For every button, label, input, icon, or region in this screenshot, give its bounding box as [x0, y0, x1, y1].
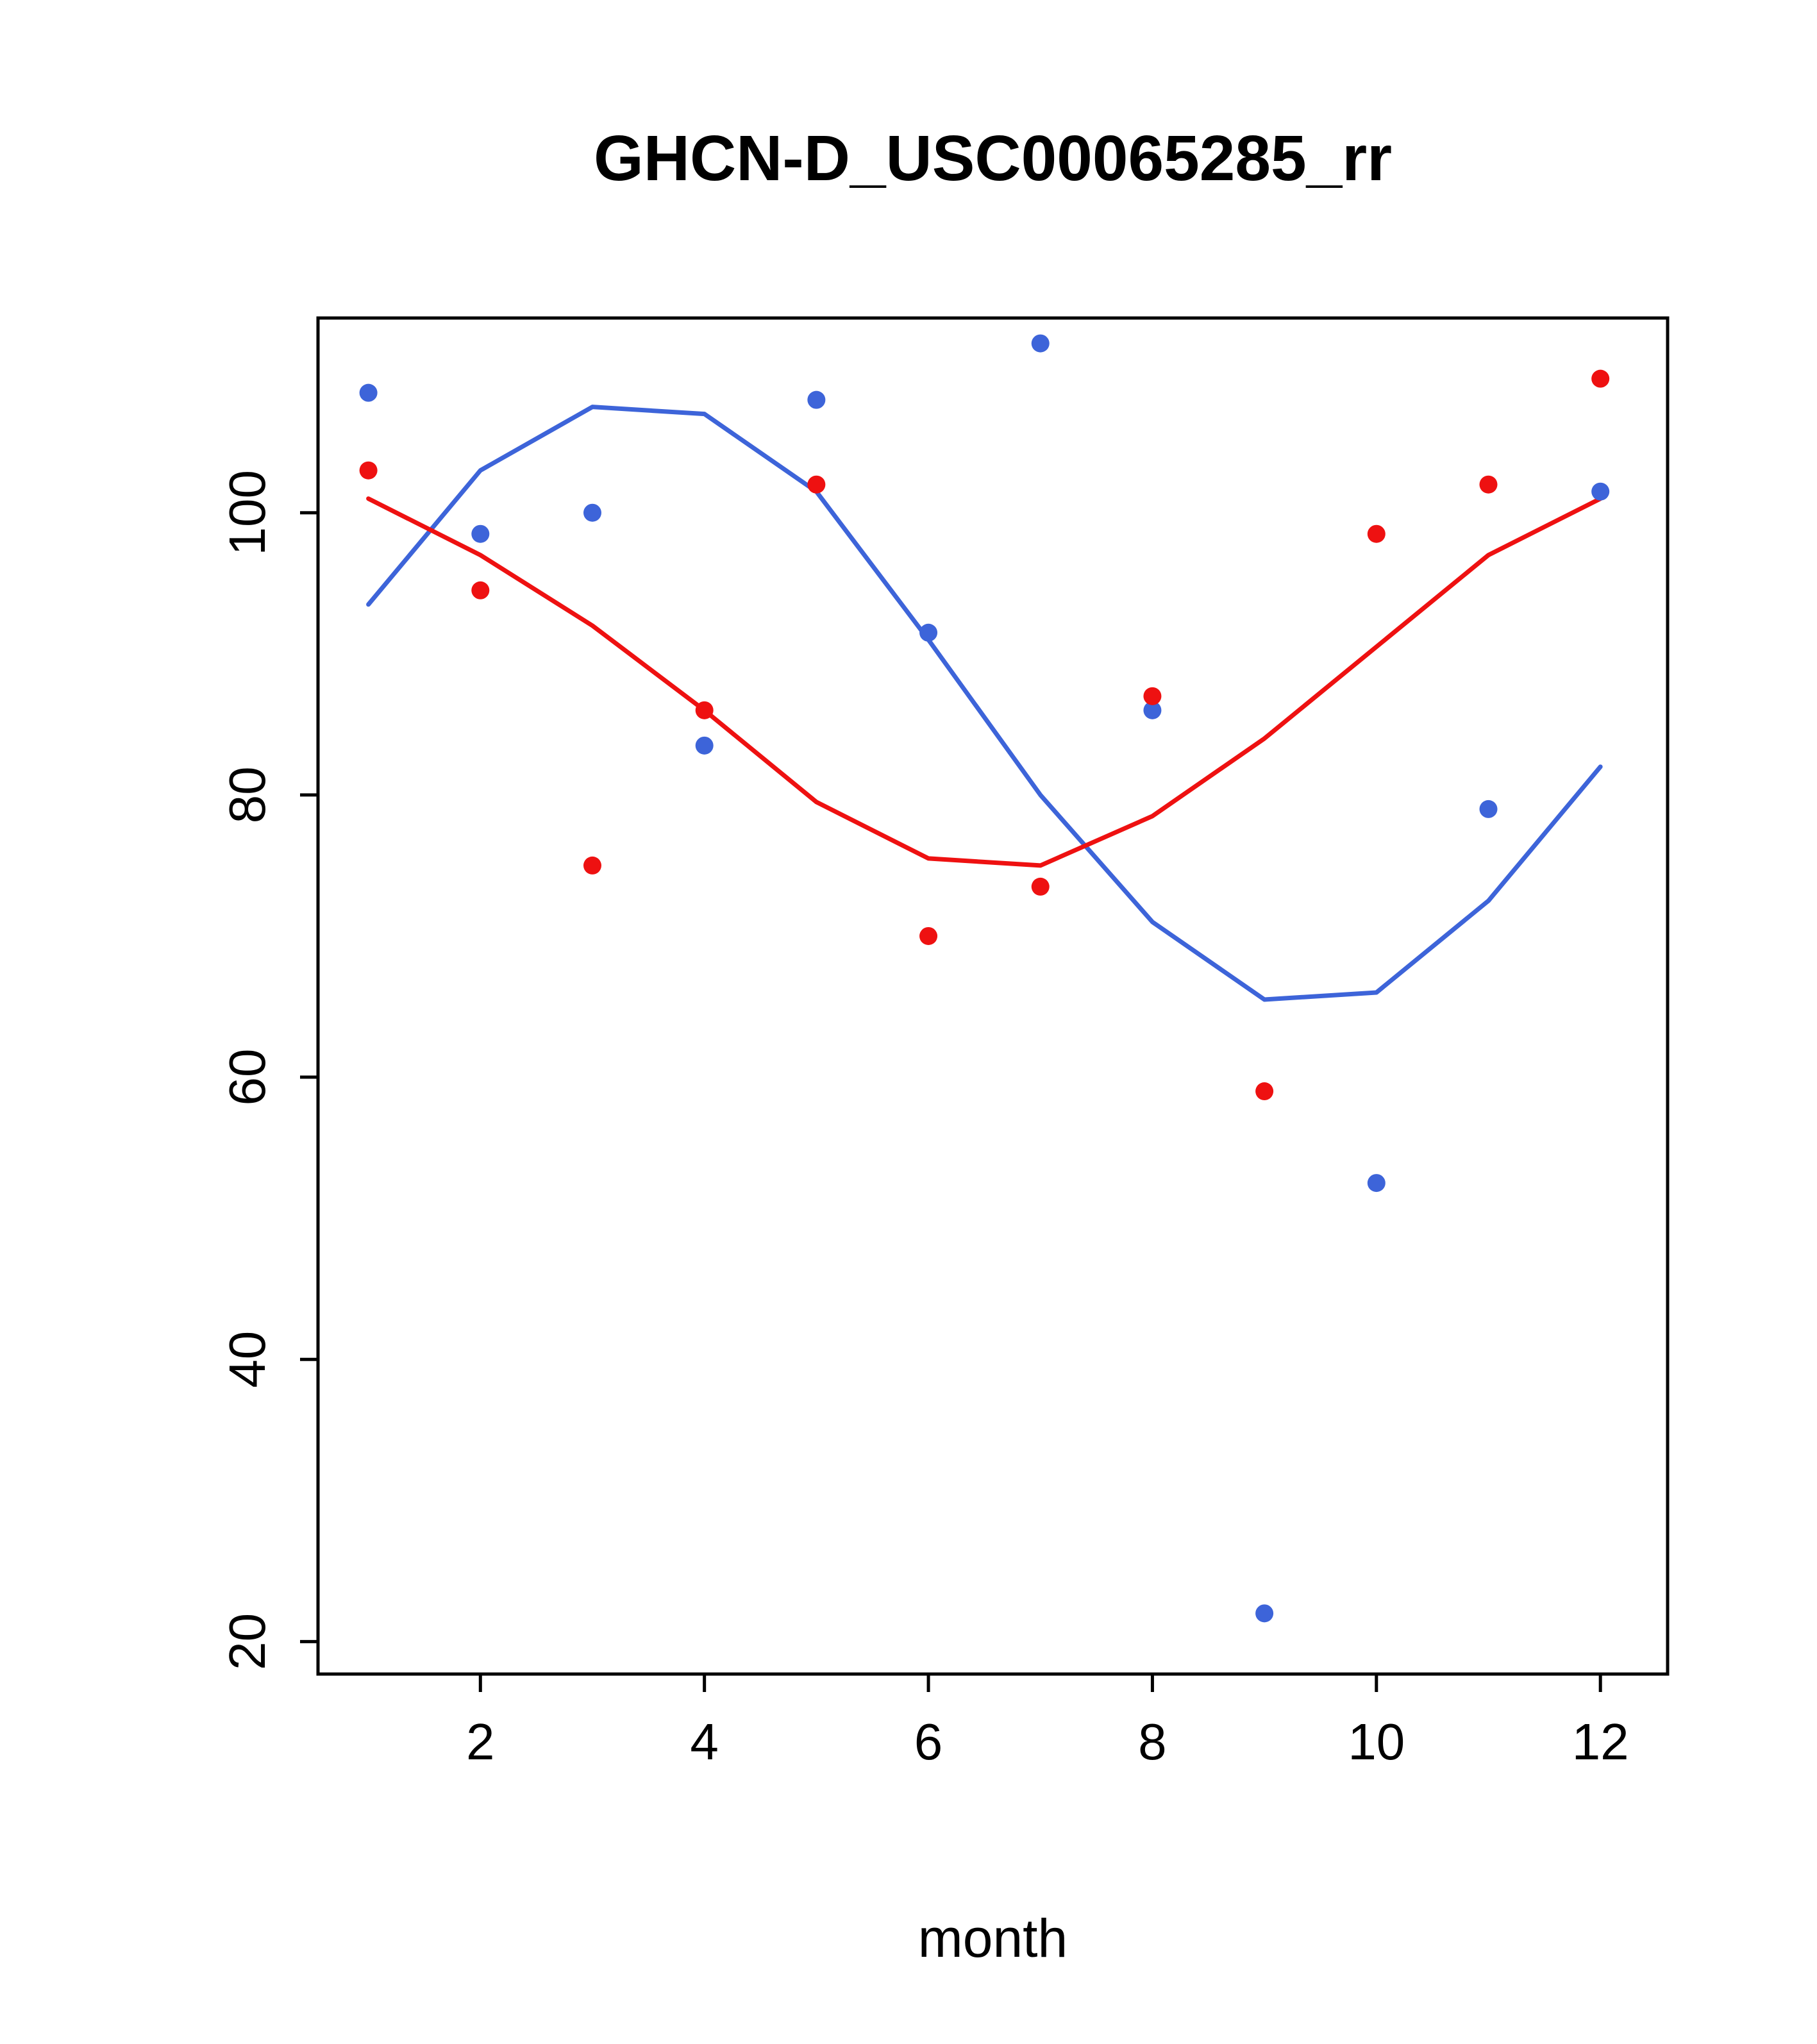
blue-points-marker [1031, 334, 1050, 353]
blue-points-marker [1143, 701, 1162, 719]
blue-points-marker [583, 503, 601, 522]
red-points-marker [359, 461, 378, 480]
red-points-marker [1479, 475, 1498, 494]
blue-points-marker [1367, 1174, 1386, 1193]
red-points-marker [1143, 687, 1162, 705]
x-tick-label: 4 [690, 1713, 719, 1770]
blue-smooth-line [366, 405, 1603, 1002]
red-smooth-line [366, 496, 1603, 868]
chart-title: GHCN-D_USC00065285_rr [593, 122, 1393, 194]
red-points-marker [695, 701, 714, 719]
x-tick-label: 6 [914, 1713, 943, 1770]
y-tick-label: 20 [219, 1613, 276, 1670]
red-points-marker [1031, 877, 1050, 896]
x-tick-label: 12 [1572, 1713, 1629, 1770]
red-points-marker [807, 475, 826, 494]
plot-border [316, 316, 1670, 1676]
red-points-marker [1255, 1082, 1274, 1101]
blue-points-marker [359, 383, 378, 402]
x-tick-label: 2 [466, 1713, 495, 1770]
red-points-marker [1367, 524, 1386, 543]
red-points-marker [919, 926, 938, 945]
y-tick-label: 60 [219, 1049, 276, 1106]
blue-points-marker [919, 623, 938, 642]
y-tick-label: 40 [219, 1331, 276, 1388]
blue-points-marker [807, 390, 826, 409]
x-tick-label: 10 [1348, 1713, 1405, 1770]
y-tick-label: 100 [219, 470, 276, 555]
blue-points-marker [471, 524, 490, 543]
red-points-marker [583, 856, 601, 875]
red-points-marker [1591, 369, 1610, 388]
x-axis-title: month [917, 1908, 1068, 1968]
y-tick-label: 80 [219, 766, 276, 823]
blue-points-marker [1591, 482, 1610, 501]
blue-points-marker [1255, 1604, 1274, 1623]
x-tick-label: 8 [1138, 1713, 1167, 1770]
blue-points-marker [1479, 800, 1498, 818]
blue-points-marker [695, 736, 714, 755]
red-points-marker [471, 581, 490, 599]
